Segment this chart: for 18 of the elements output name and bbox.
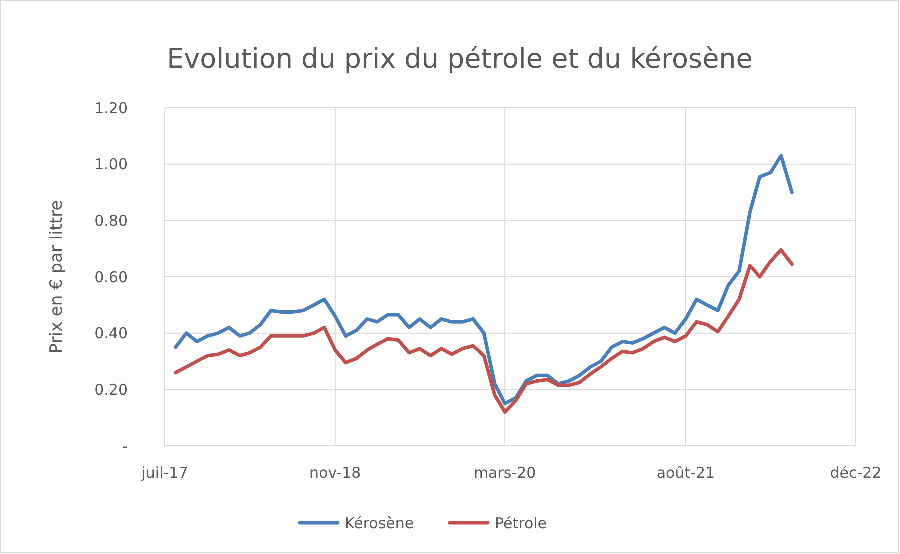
x-tick-label: mars-20 bbox=[474, 464, 536, 482]
line-series bbox=[174, 154, 794, 406]
y-tick-label: - bbox=[122, 437, 128, 456]
x-tick-label: nov-18 bbox=[310, 464, 362, 482]
y-tick-label: 0.40 bbox=[94, 324, 128, 343]
x-tick-label: juil-17 bbox=[140, 464, 188, 482]
y-axis-title: Prix en € par littre bbox=[47, 200, 67, 354]
legend-label: Pétrole bbox=[495, 514, 548, 532]
y-tick-label: 0.20 bbox=[94, 380, 128, 399]
chart-title: Evolution du prix du pétrole et du kérosène bbox=[167, 44, 753, 75]
line-series bbox=[174, 248, 794, 414]
y-tick-label: 0.60 bbox=[94, 268, 128, 286]
y-tick-label: 1.20 bbox=[94, 99, 128, 118]
legend-label: Kérosène bbox=[345, 514, 414, 532]
x-tick-label: déc-22 bbox=[830, 464, 882, 482]
y-tick-label: 0.80 bbox=[94, 212, 128, 230]
y-tick-label: 1.00 bbox=[94, 156, 128, 174]
x-tick-label: août-21 bbox=[656, 464, 716, 482]
